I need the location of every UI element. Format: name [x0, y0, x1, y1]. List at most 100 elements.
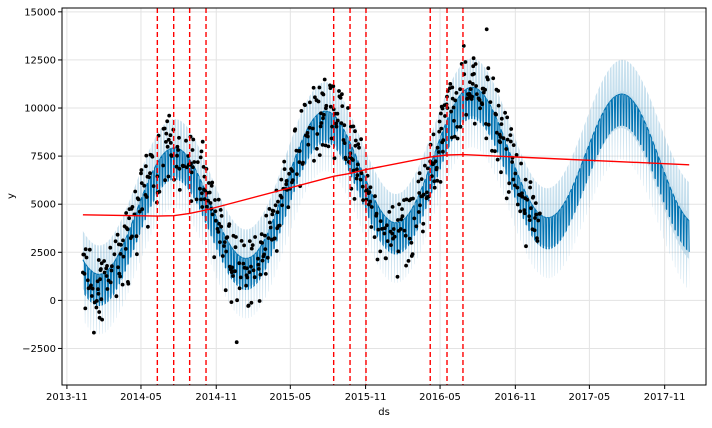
- observed-point: [295, 172, 299, 177]
- observed-point: [326, 144, 331, 149]
- observed-point: [218, 240, 222, 245]
- observed-point: [276, 199, 280, 204]
- observed-point: [439, 111, 443, 116]
- observed-point: [253, 235, 257, 239]
- observed-point: [404, 197, 409, 202]
- observed-point: [471, 56, 476, 61]
- observed-point: [471, 64, 476, 69]
- observed-point: [95, 279, 100, 284]
- observed-point: [150, 154, 155, 159]
- observed-point: [286, 205, 291, 210]
- observed-point: [407, 236, 412, 241]
- observed-point: [409, 240, 414, 245]
- observed-point: [484, 136, 489, 141]
- observed-point: [199, 149, 204, 154]
- x-tick-label: 2016-05: [419, 392, 461, 403]
- observed-point: [279, 195, 284, 200]
- observed-point: [318, 124, 323, 129]
- observed-point: [258, 272, 263, 277]
- observed-point: [351, 168, 356, 173]
- observed-point: [218, 208, 223, 212]
- observed-point: [112, 252, 117, 257]
- observed-point: [139, 181, 144, 186]
- observed-point: [99, 261, 104, 266]
- observed-point: [271, 209, 276, 213]
- observed-point: [234, 340, 239, 345]
- observed-point: [513, 171, 518, 176]
- observed-point: [535, 239, 540, 243]
- x-tick-label: 2016-11: [494, 392, 536, 403]
- observed-point: [468, 80, 472, 84]
- observed-point: [513, 183, 517, 188]
- observed-point: [184, 138, 188, 143]
- observed-point: [251, 268, 256, 273]
- observed-point: [335, 111, 340, 116]
- observed-point: [287, 171, 291, 176]
- trend-series: [82, 153, 690, 217]
- observed-point: [227, 222, 232, 227]
- observed-point: [509, 127, 514, 131]
- observed-point: [455, 136, 460, 141]
- observed-point: [311, 85, 316, 90]
- observed-point: [245, 266, 249, 271]
- observed-point: [99, 297, 104, 302]
- observed-point: [164, 140, 168, 144]
- observed-point: [262, 252, 266, 257]
- observed-point: [452, 134, 457, 139]
- observed-point: [249, 246, 254, 251]
- observed-point: [120, 282, 125, 287]
- observed-point: [464, 112, 469, 117]
- observed-point: [396, 249, 401, 254]
- observed-point: [84, 255, 89, 260]
- observed-point: [389, 243, 393, 248]
- observed-point: [475, 92, 479, 96]
- observed-point: [223, 288, 228, 293]
- observed-point: [207, 190, 212, 195]
- observed-point: [434, 165, 439, 170]
- observed-point: [200, 191, 204, 196]
- y-tick-label: 7500: [31, 152, 56, 163]
- observed-point: [527, 218, 532, 223]
- observed-point: [387, 210, 392, 214]
- observed-point: [177, 166, 182, 171]
- observed-points: [81, 27, 542, 345]
- observed-point: [207, 181, 211, 185]
- observed-point: [230, 265, 235, 270]
- x-tick-label: 2013-11: [46, 392, 88, 403]
- observed-point: [96, 258, 101, 262]
- observed-point: [266, 236, 271, 241]
- observed-point: [263, 272, 268, 276]
- observed-point: [534, 212, 539, 217]
- observed-point: [410, 252, 415, 256]
- observed-point: [121, 254, 126, 259]
- observed-point: [252, 275, 257, 280]
- observed-point: [239, 239, 244, 243]
- observed-point: [213, 198, 217, 202]
- observed-point: [392, 234, 397, 239]
- observed-point: [453, 98, 458, 103]
- y-tick-label: 15000: [24, 7, 56, 18]
- observed-point: [303, 103, 307, 107]
- observed-point: [495, 157, 500, 162]
- observed-point: [206, 198, 211, 203]
- observed-point: [400, 214, 405, 219]
- observed-point: [524, 244, 528, 249]
- observed-point: [506, 190, 511, 194]
- observed-point: [323, 143, 328, 148]
- observed-point: [256, 256, 260, 261]
- observed-point: [360, 184, 365, 189]
- x-tick-label: 2014-05: [120, 392, 162, 403]
- x-tick-label: 2014-11: [195, 392, 237, 403]
- observed-point: [130, 205, 135, 209]
- observed-point: [498, 135, 503, 139]
- observed-point: [441, 138, 446, 143]
- observed-point: [438, 180, 443, 184]
- observed-point: [235, 298, 240, 303]
- observed-point: [161, 163, 166, 168]
- observed-point: [332, 156, 337, 161]
- observed-point: [346, 106, 350, 110]
- observed-point: [100, 317, 104, 322]
- observed-point: [87, 247, 92, 252]
- observed-point: [89, 283, 93, 288]
